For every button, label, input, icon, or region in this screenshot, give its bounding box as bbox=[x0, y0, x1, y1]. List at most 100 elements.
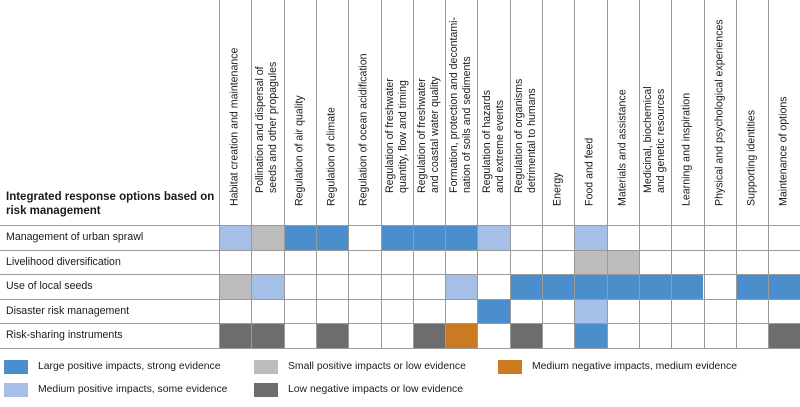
column-header-label: Formation, protection and decontami- nat… bbox=[448, 16, 474, 193]
legend-swatch bbox=[4, 383, 28, 397]
grid-vline bbox=[219, 0, 220, 348]
row-label: Management of urban sprawl bbox=[6, 231, 144, 243]
grid-vline bbox=[283, 0, 285, 348]
table-title: Integrated response options based on ris… bbox=[6, 191, 215, 217]
column-header-label: Regulation of ocean acidification bbox=[357, 53, 370, 206]
matrix-cell bbox=[315, 225, 349, 250]
matrix-cell bbox=[606, 274, 639, 299]
matrix-cell bbox=[219, 225, 252, 250]
grid-vline bbox=[638, 0, 640, 348]
row-label: Risk-sharing instruments bbox=[6, 329, 123, 342]
column-header: Medicinal, biochemical and genetic resou… bbox=[639, 0, 671, 225]
grid-vline bbox=[735, 0, 737, 348]
legend-label: Medium positive impacts, some evidence bbox=[38, 384, 228, 395]
legend-item: Medium positive impacts, some evidence bbox=[4, 383, 294, 397]
column-header-label: Maintenance of options bbox=[777, 96, 790, 206]
matrix-cell bbox=[283, 225, 316, 250]
matrix-cell bbox=[542, 274, 575, 299]
column-header: Regulation of freshwater and coastal wat… bbox=[413, 0, 445, 225]
column-header: Learning and inspiration bbox=[671, 0, 703, 225]
legend-item: Medium negative impacts, medium evidence bbox=[498, 360, 788, 374]
grid-hline bbox=[0, 249, 800, 251]
legend-swatch bbox=[498, 360, 522, 374]
column-header: Regulation of air quality bbox=[284, 0, 316, 225]
column-header: Regulation of freshwater quantity, flow … bbox=[381, 0, 413, 225]
grid-vline bbox=[315, 0, 317, 348]
matrix-cell bbox=[574, 298, 607, 324]
legend-label: Medium negative impacts, medium evidence bbox=[532, 361, 738, 372]
grid-vline bbox=[445, 0, 447, 348]
legend-label: Small positive impacts or low evidence bbox=[288, 361, 466, 372]
column-header: Materials and assistance bbox=[607, 0, 639, 225]
matrix-cell bbox=[574, 323, 607, 348]
column-header-label: Regulation of organisms detrimental to h… bbox=[512, 78, 538, 193]
grid-hline bbox=[0, 323, 800, 325]
column-header-label: Regulation of air quality bbox=[293, 95, 306, 206]
matrix-cell bbox=[412, 225, 446, 250]
matrix-cell bbox=[735, 274, 769, 299]
column-header: Formation, protection and decontami- nat… bbox=[445, 0, 477, 225]
matrix-cell bbox=[574, 225, 607, 250]
column-header: Food and feed bbox=[574, 0, 606, 225]
column-header-label: Physical and psychological experiences bbox=[713, 19, 726, 206]
column-header-label: Materials and assistance bbox=[616, 89, 629, 206]
column-header: Physical and psychological experiences bbox=[704, 0, 736, 225]
matrix-cell bbox=[477, 225, 510, 250]
column-header: Habitat creation and maintenance bbox=[219, 0, 251, 225]
column-header-label: Regulation of climate bbox=[325, 107, 338, 206]
column-header: Regulation of ocean acidification bbox=[348, 0, 380, 225]
grid-vline bbox=[509, 0, 511, 348]
column-header-label: Food and feed bbox=[583, 137, 596, 206]
matrix-cell bbox=[445, 323, 478, 348]
legend-item: Low negative impacts or low evidence bbox=[254, 383, 544, 397]
legend-swatch bbox=[254, 360, 278, 374]
column-header: Regulation of climate bbox=[316, 0, 348, 225]
matrix-cell bbox=[606, 249, 639, 275]
grid-hline bbox=[0, 274, 800, 276]
column-header: Regulation of hazards and extreme events bbox=[477, 0, 509, 225]
matrix-cell bbox=[380, 225, 413, 250]
legend-swatch bbox=[4, 360, 28, 374]
column-header-label: Energy bbox=[551, 172, 564, 206]
column-header-label: Pollination and dispersal of seeds and o… bbox=[254, 61, 280, 193]
grid-hline bbox=[0, 225, 800, 226]
grid-vline bbox=[477, 0, 479, 348]
column-header-label: Learning and inspiration bbox=[680, 92, 693, 206]
legend-swatch bbox=[254, 383, 278, 397]
matrix-cell bbox=[574, 249, 607, 275]
matrix-cell bbox=[671, 274, 704, 299]
matrix-cell bbox=[768, 323, 800, 348]
legend-label: Low negative impacts or low evidence bbox=[288, 384, 464, 395]
column-header-label: Supporting identities bbox=[745, 110, 758, 206]
matrix-cell bbox=[219, 323, 252, 348]
matrix-cell bbox=[638, 274, 672, 299]
matrix-cell bbox=[509, 274, 542, 299]
row-label: Livelihood diversification bbox=[6, 255, 121, 268]
matrix-cell bbox=[251, 225, 284, 250]
matrix-cell bbox=[251, 323, 284, 348]
grid-vline bbox=[251, 0, 253, 348]
grid-vline bbox=[768, 0, 770, 348]
column-header: Pollination and dispersal of seeds and o… bbox=[251, 0, 283, 225]
matrix-cell bbox=[574, 274, 607, 299]
grid-hline bbox=[0, 298, 800, 300]
column-header-label: Habitat creation and maintenance bbox=[228, 47, 241, 206]
matrix-cell bbox=[477, 298, 510, 324]
grid-vline bbox=[348, 0, 350, 348]
column-header: Energy bbox=[542, 0, 574, 225]
column-header-label: Regulation of freshwater and coastal wat… bbox=[415, 76, 441, 193]
column-header-label: Regulation of freshwater quantity, flow … bbox=[383, 78, 409, 193]
column-header: Regulation of organisms detrimental to h… bbox=[510, 0, 542, 225]
matrix-cell bbox=[315, 323, 349, 348]
column-header-label: Regulation of hazards and extreme events bbox=[480, 89, 506, 193]
legend-label: Large positive impacts, strong evidence bbox=[38, 361, 221, 372]
legend-item: Large positive impacts, strong evidence bbox=[4, 360, 294, 374]
grid-vline bbox=[542, 0, 543, 348]
matrix-cell bbox=[219, 274, 252, 299]
matrix-cell bbox=[412, 323, 446, 348]
grid-vline bbox=[671, 0, 673, 348]
grid-vline bbox=[703, 0, 705, 348]
legend-item: Small positive impacts or low evidence bbox=[254, 360, 544, 374]
column-header: Maintenance of options bbox=[768, 0, 800, 225]
